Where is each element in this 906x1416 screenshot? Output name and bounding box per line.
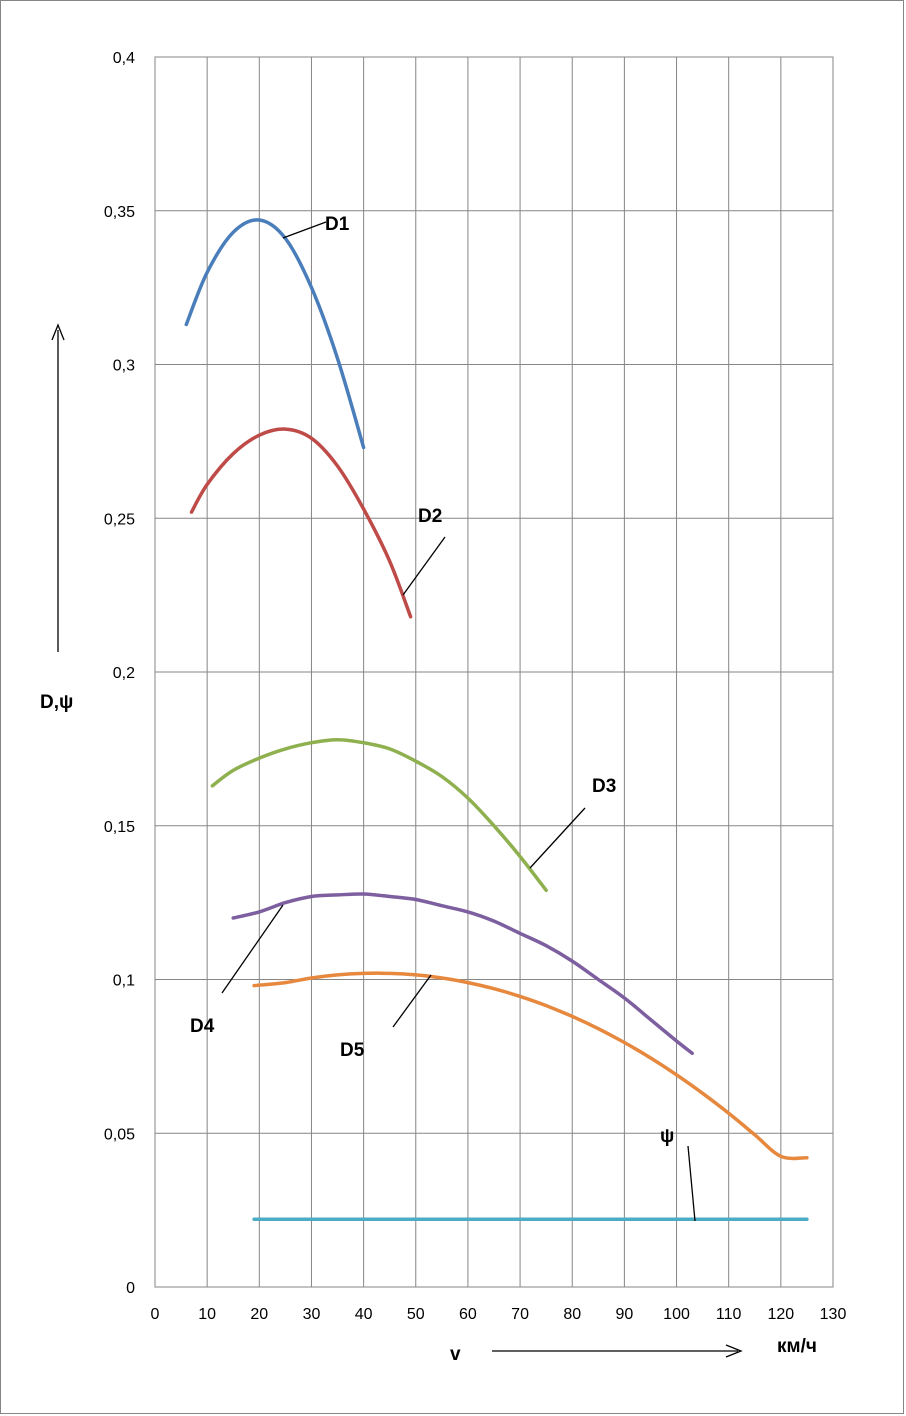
y-axis-arrow [51,323,65,652]
y-tick-label: 0,35 [104,204,135,221]
y-tick-label: 0,25 [104,511,135,528]
x-tick-label: 60 [459,1306,477,1323]
series-line-D1 [184,218,366,450]
x-tick-label: 30 [303,1306,321,1323]
x-axis-arrow [492,1344,743,1358]
x-tick-label: 40 [355,1306,373,1323]
series-label-D2: D2 [418,506,442,527]
series-line-D5 [252,971,809,1161]
x-tick-label: 50 [407,1306,425,1323]
y-tick-label: 0,3 [113,358,135,375]
x-tick-label: 0 [151,1306,160,1323]
y-tick-label: 0,05 [104,1126,135,1143]
x-tick-label: 90 [615,1306,633,1323]
series-label-D5: D5 [340,1040,365,1061]
series-label-D4: D4 [190,1016,215,1037]
y-axis-label: D,ψ [40,692,73,713]
leader-line-ψ [687,1145,696,1222]
series-label-ψ: ψ [660,1126,674,1147]
y-tick-label: 0,1 [113,973,135,990]
y-tick-labels: 0 0,05 0,1 0,15 0,2 0,25 0,3 0,35 0,4 [104,50,135,1297]
series-label-D1: D1 [325,214,350,235]
y-tick-label: 0,15 [104,819,135,836]
x-axis-label: v [450,1344,461,1365]
leader-line-D1 [282,221,327,239]
x-tick-label: 20 [250,1306,268,1323]
leader-line-D2 [402,536,446,596]
series-labels: D1 D2 D3 D4 D5 ψ [190,214,674,1147]
x-tick-label: 10 [198,1306,216,1323]
x-tick-label: 70 [511,1306,529,1323]
series-line-D2 [189,427,413,619]
y-tick-label: 0,4 [113,50,135,67]
x-tick-label: 120 [767,1306,794,1323]
series-label-D3: D3 [592,776,616,797]
grid [154,56,834,1288]
leader-line-D3 [529,807,586,869]
x-tick-labels: 0 10 20 30 40 50 60 70 80 90 100 110 120 130 [151,1306,847,1323]
x-axis-unit: км/ч [777,1336,817,1357]
label-leaders [221,221,696,1222]
y-tick-label: 0,2 [113,665,135,682]
leader-line-D4 [221,904,284,994]
y-tick-label: 0 [126,1280,135,1297]
leader-line-D5 [392,974,432,1028]
series-group [184,218,809,1222]
series-line-D4 [231,892,694,1056]
series-line-D3 [210,737,548,893]
x-tick-label: 130 [820,1306,847,1323]
x-tick-label: 80 [563,1306,581,1323]
x-tick-label: 100 [663,1306,690,1323]
x-tick-label: 110 [716,1306,742,1323]
